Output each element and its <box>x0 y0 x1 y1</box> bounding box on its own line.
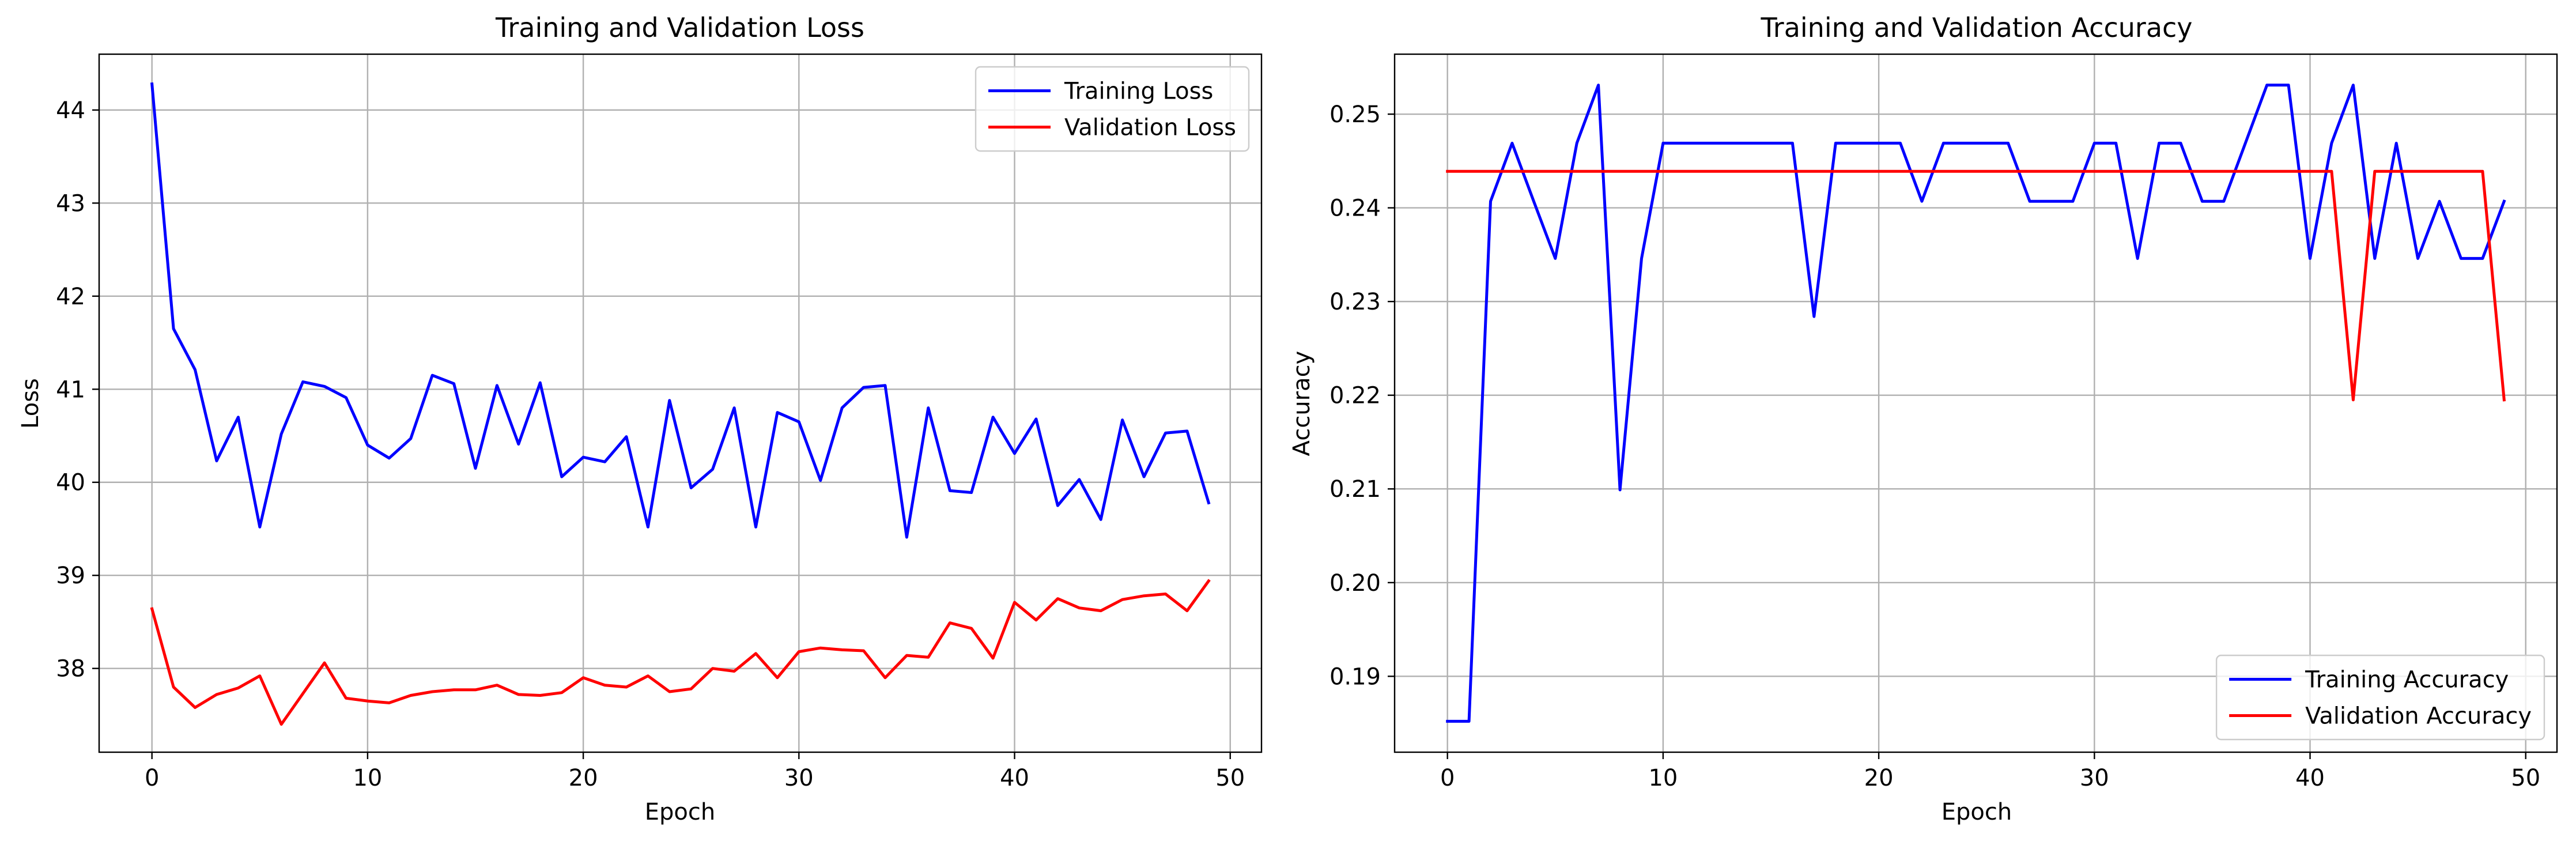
loss-y-tick-label: 41 <box>56 376 85 403</box>
accuracy-x-axis-label: Epoch <box>1942 799 2012 825</box>
accuracy-x-tick-label: 20 <box>1864 765 1894 791</box>
accuracy-series <box>1446 84 2506 723</box>
loss-chart: Training and Validation Loss 0 10 20 30 40 50… <box>17 12 1263 825</box>
loss-x-tick-label: 10 <box>353 765 382 791</box>
accuracy-x-tick-label: 50 <box>2511 765 2540 791</box>
loss-x-tick-label: 30 <box>784 765 814 791</box>
accuracy-chart: Training and Validation Accuracy 0 10 20 30… <box>1289 12 2558 825</box>
accuracy-y-axis-label: Accuracy <box>1289 351 1315 457</box>
loss-series-training-loss-line <box>150 82 1211 539</box>
loss-chart-title: Training and Validation Loss <box>495 12 864 43</box>
loss-x-tick-label: 50 <box>1215 765 1245 791</box>
accuracy-y-tick-label: 0.22 <box>1329 383 1381 409</box>
loss-legend-box <box>975 66 1250 152</box>
accuracy-x-tick-label: 10 <box>1648 765 1678 791</box>
loss-y-tick-label: 40 <box>56 470 85 496</box>
accuracy-ticks: 0 10 20 30 40 50 0.19 0.20 0.21 0.22 0.23 0.24 0.25 <box>1329 101 2540 791</box>
accuracy-y-tick-label: 0.24 <box>1329 195 1381 222</box>
loss-x-axis-label: Epoch <box>645 799 715 825</box>
loss-legend-label-validation-loss: Validation Loss <box>1064 115 1236 141</box>
loss-series-validation-loss-line <box>150 579 1211 726</box>
accuracy-chart-title: Training and Validation Accuracy <box>1760 12 2192 43</box>
loss-x-tick-label: 20 <box>569 765 598 791</box>
loss-legend: Training Loss Validation Loss <box>975 66 1250 152</box>
accuracy-y-tick-label: 0.25 <box>1329 101 1381 128</box>
loss-plot-frame <box>98 53 1263 753</box>
accuracy-legend-label-training-accuracy: Training Accuracy <box>2305 667 2509 693</box>
loss-y-tick-label: 39 <box>56 563 85 589</box>
loss-series <box>150 82 1211 726</box>
accuracy-x-tick-label: 30 <box>2080 765 2109 791</box>
accuracy-y-tick-label: 0.20 <box>1329 570 1381 597</box>
accuracy-y-tick-label: 0.19 <box>1329 663 1381 690</box>
loss-ticks: 0 10 20 30 40 50 38 39 40 41 42 43 44 <box>56 97 1245 791</box>
accuracy-series-training-accuracy-line <box>1446 84 2506 723</box>
accuracy-legend-label-validation-accuracy: Validation Accuracy <box>2305 703 2532 730</box>
accuracy-x-tick-label: 40 <box>2295 765 2325 791</box>
loss-y-axis-label: Loss <box>17 378 44 429</box>
loss-x-tick-label: 0 <box>145 765 159 791</box>
accuracy-series-validation-accuracy-line <box>1446 169 2506 402</box>
loss-x-tick-label: 40 <box>1000 765 1029 791</box>
accuracy-legend-box <box>2215 654 2545 741</box>
loss-y-tick-label: 44 <box>56 97 85 124</box>
loss-y-tick-label: 42 <box>56 284 85 310</box>
accuracy-y-tick-label: 0.21 <box>1329 476 1381 503</box>
loss-y-tick-label: 38 <box>56 656 85 682</box>
accuracy-legend: Training Accuracy Validation Accuracy <box>2215 654 2545 741</box>
loss-y-tick-label: 43 <box>56 190 85 217</box>
accuracy-x-tick-label: 0 <box>1440 765 1455 791</box>
accuracy-y-tick-label: 0.23 <box>1329 289 1381 315</box>
loss-gridlines <box>99 54 1261 752</box>
accuracy-plot-frame <box>1393 53 2558 753</box>
loss-legend-label-training-loss: Training Loss <box>1064 78 1213 105</box>
accuracy-gridlines <box>1395 54 2557 752</box>
